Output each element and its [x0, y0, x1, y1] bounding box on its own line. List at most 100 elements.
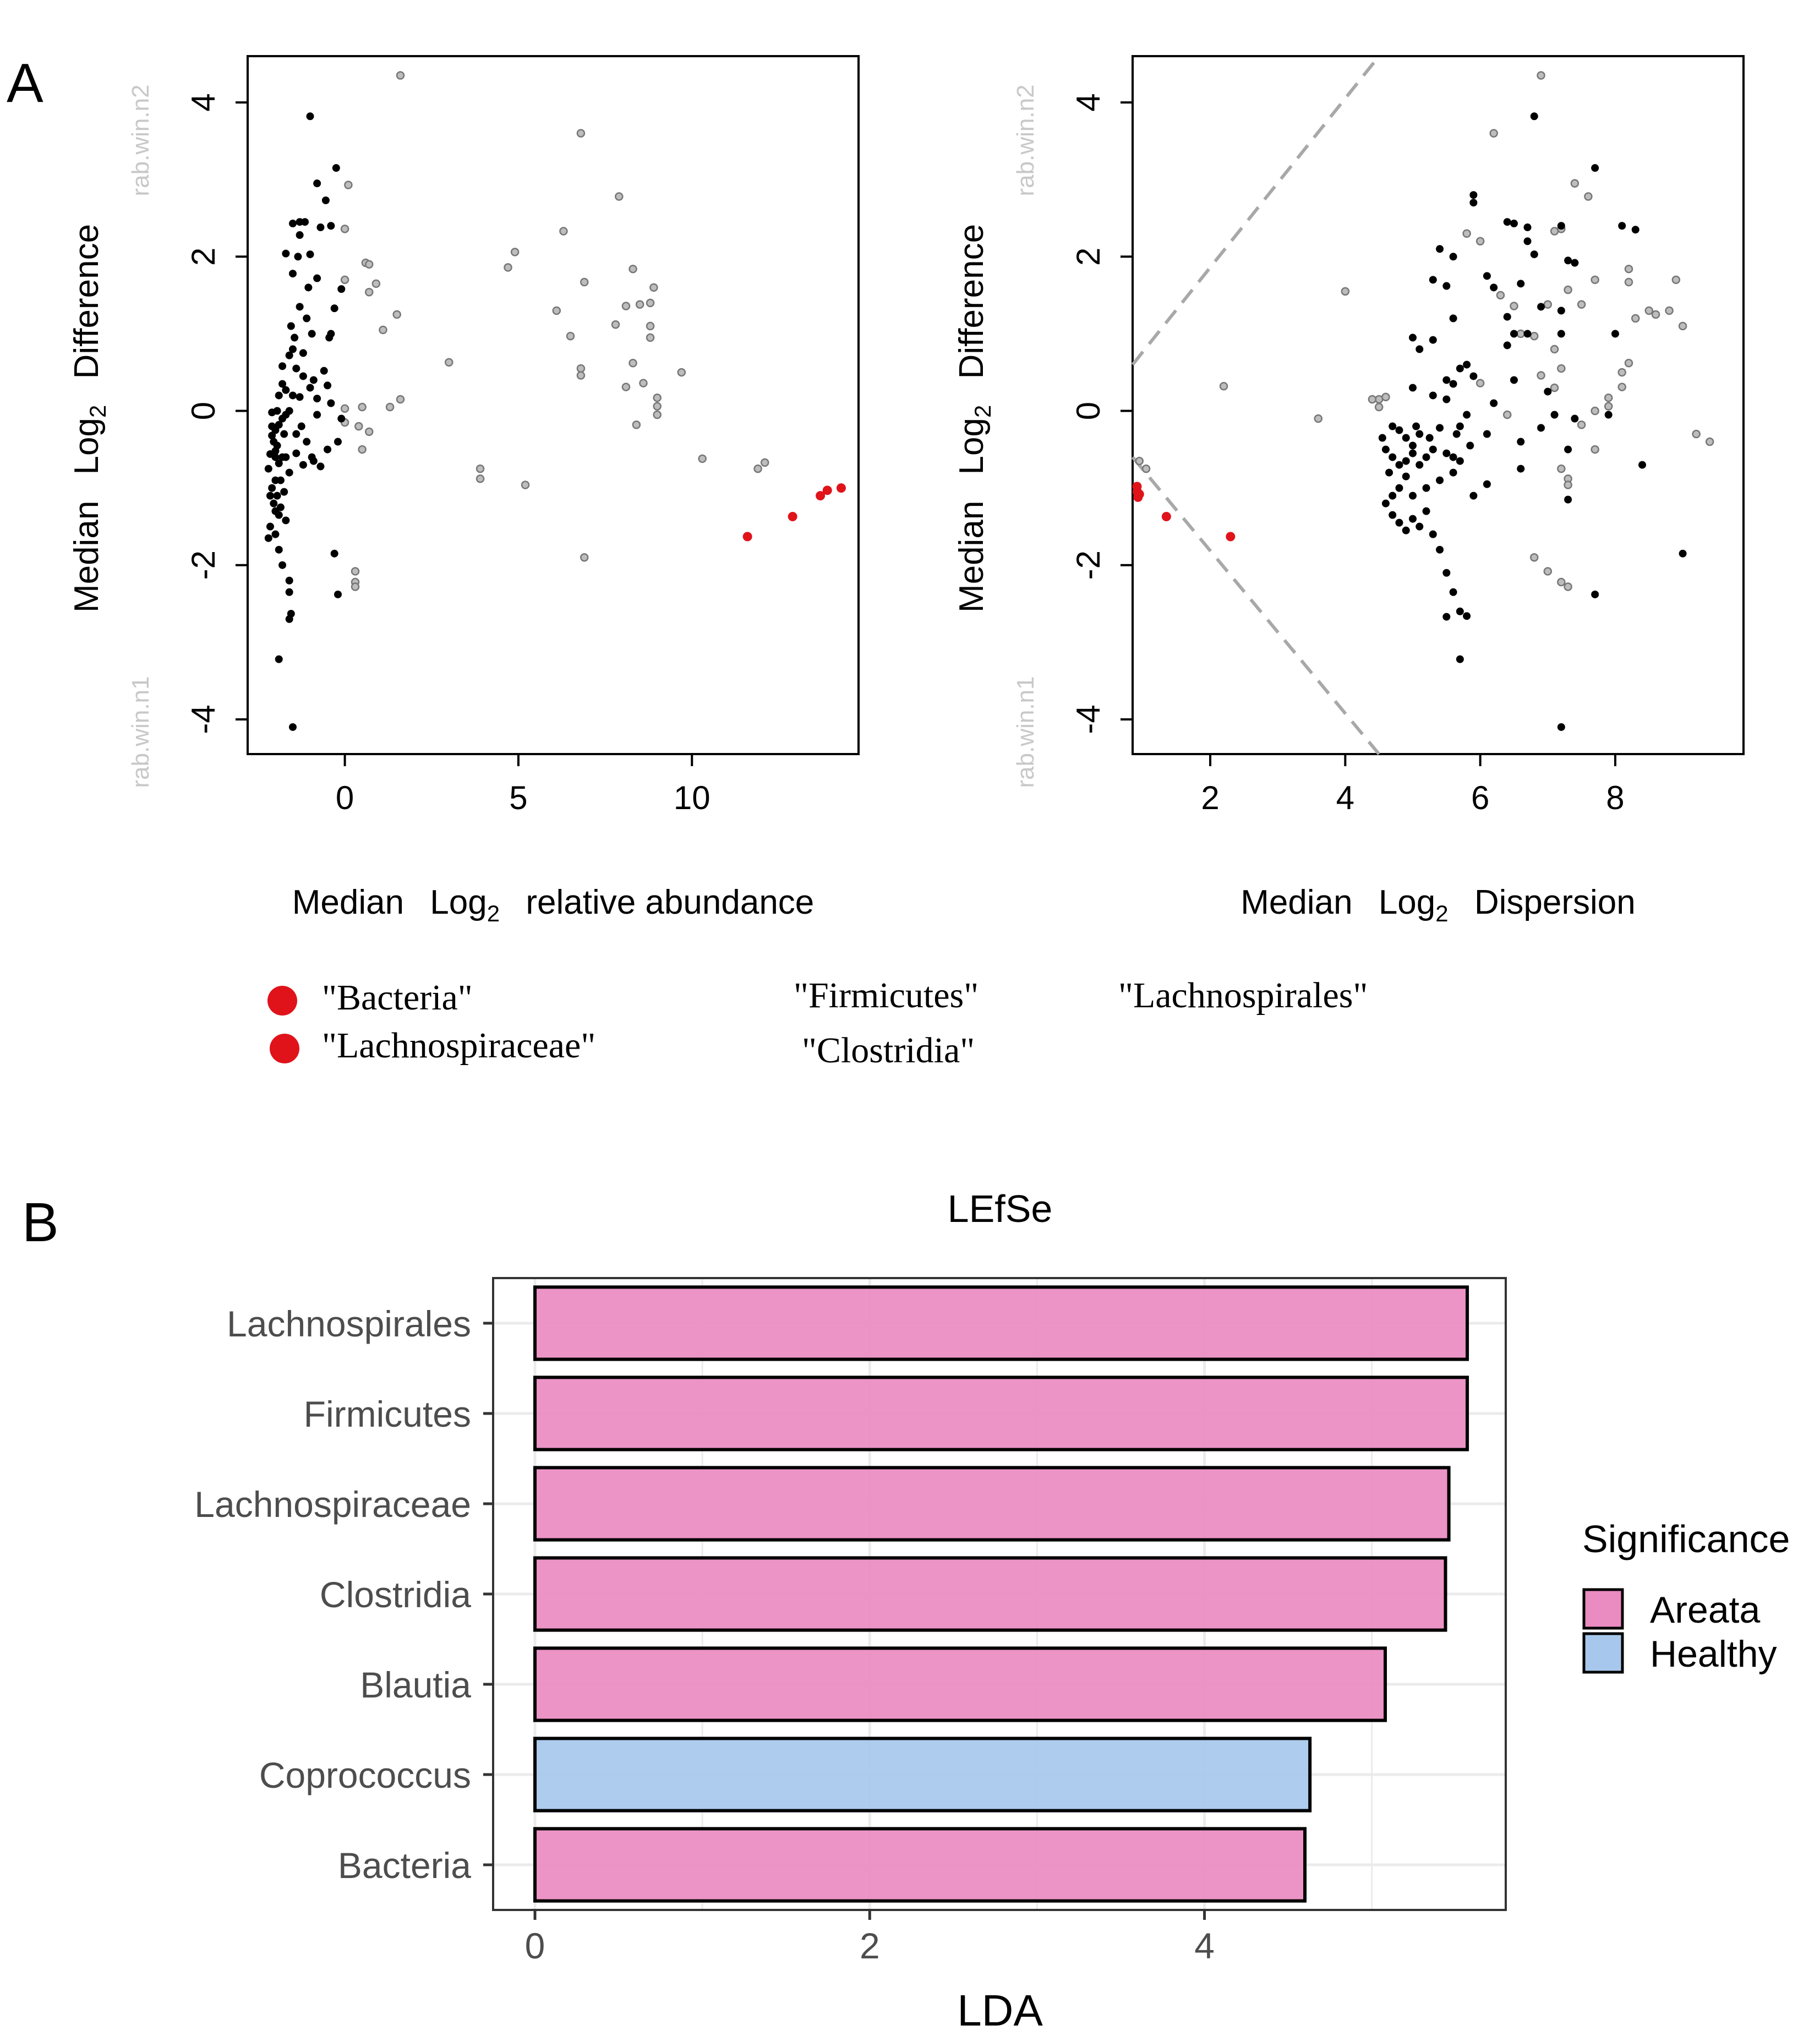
ef-abundant-point [1490, 399, 1498, 407]
ba-abundant-point [273, 492, 281, 500]
bland-altman-ylabel-post: Difference [68, 224, 106, 379]
ef-abundant-point [1510, 376, 1518, 384]
ef-abundant-point [1503, 313, 1511, 321]
ba-abundant-point [324, 381, 332, 390]
ef-rare-point [1557, 577, 1566, 587]
ef-effect-line [1131, 55, 1381, 366]
ba-abundant-point [273, 407, 281, 415]
ba-rare-point [559, 227, 568, 236]
ef-rare-point [1550, 383, 1559, 392]
ba-abundant-point [282, 516, 290, 525]
ba-rare-point [628, 264, 637, 274]
ef-rare-point [1314, 414, 1323, 423]
ef-rare-point [1537, 371, 1545, 380]
ef-abundant-point [1591, 590, 1599, 598]
ef-rare-point [1219, 381, 1228, 391]
ba-abundant-point [308, 330, 316, 338]
ef-rare-point [1564, 285, 1572, 294]
ef-abundant-point [1436, 245, 1444, 253]
lefse-axes: Lachnospirales Firmicutes Lachnospiraceae C… [194, 1303, 1215, 1966]
ba-rare-point [628, 358, 637, 368]
lefse-bar-lachnospiraceae [533, 1466, 1451, 1542]
ef-rare-point [1496, 291, 1505, 300]
ba-abundant-point [288, 270, 297, 278]
ba-abundant-point [282, 386, 290, 394]
ba-rare-point [340, 275, 349, 285]
ba-rare-point [646, 298, 655, 308]
ef-rare-point [1557, 464, 1566, 473]
ef-significant-point [1133, 492, 1143, 502]
ef-abundant-point [1409, 515, 1417, 523]
effect-plot: 2 4 6 8 -4 -2 0 2 4 rab.win.n2 rab.win.n1 Median… [953, 55, 1745, 926]
ef-abundant-point [1571, 414, 1579, 423]
ba-abundant-point [294, 253, 302, 261]
ef-rare-point [1570, 179, 1579, 188]
ef-abundant-point [1422, 507, 1430, 515]
ef-abundant-point [1442, 395, 1451, 403]
ef-abundant-point [1436, 424, 1444, 432]
ef-abundant-point [1550, 411, 1559, 419]
ba-abundant-point [297, 422, 305, 430]
panel-label-b: B [22, 1192, 59, 1253]
effect-plot-xlabel-log: Log [1379, 883, 1435, 921]
ba-abundant-point [304, 283, 313, 292]
ba-abundant-point [334, 590, 342, 598]
ef-abundant-point [1389, 492, 1397, 500]
effect-plot-group-top: rab.win.n2 [1012, 84, 1039, 196]
ba-abundant-point [268, 432, 276, 440]
ba-abundant-point [278, 380, 287, 388]
ef-abundant-point [1442, 569, 1451, 577]
ef-abundant-point [1381, 499, 1390, 507]
ba-abundant-point [280, 430, 288, 438]
ef-abundant-point [1523, 223, 1532, 232]
bland-altman-frame [247, 55, 860, 755]
ba-abundant-point [306, 384, 314, 392]
ba-abundant-point [275, 511, 283, 519]
effect-plot-significant-points [1132, 482, 1236, 542]
ba-rare-point [621, 302, 631, 310]
ef-abundant-point [1409, 441, 1417, 450]
ef-abundant-point [1389, 511, 1397, 519]
ef-effect-line [1131, 456, 1380, 755]
effect-plot-xlabel-sub: 2 [1435, 900, 1448, 926]
ba-significant-point [836, 483, 846, 493]
ba-rare-point [476, 474, 485, 483]
ba-rare-point [646, 321, 655, 331]
ef-abundant-point [1402, 457, 1410, 465]
effect-plot-abundant-points [1378, 112, 1687, 731]
lefse-category-label: Coprococcus [259, 1755, 471, 1795]
effect-plot-frame [1132, 55, 1745, 755]
lefse-bar-clostridia [533, 1556, 1447, 1632]
ef-abundant-point [1415, 345, 1424, 353]
ef-rare-point [1624, 358, 1633, 368]
ef-xtick-label: 2 [1201, 779, 1219, 816]
lefse-bars [533, 1285, 1469, 1903]
ef-abundant-point [1503, 218, 1511, 226]
ef-rare-point [1692, 429, 1701, 439]
ef-rare-point [1374, 402, 1384, 412]
ef-abundant-point [1483, 480, 1491, 488]
ef-abundant-point [1395, 518, 1403, 527]
ef-abundant-point [1483, 430, 1491, 438]
ef-abundant-point [1564, 445, 1572, 454]
ba-rare-point [580, 553, 589, 562]
ba-abundant-point [303, 314, 311, 323]
ba-rare-point [476, 464, 485, 473]
ef-abundant-point [1425, 434, 1434, 442]
bland-altman-rare-points [340, 71, 769, 591]
ba-abundant-point [299, 461, 307, 469]
ba-abundant-point [299, 349, 307, 357]
ba-rare-point [621, 383, 631, 391]
ef-abundant-point [1422, 453, 1430, 461]
ba-rare-point [646, 333, 655, 342]
ef-abundant-point [1412, 422, 1420, 430]
effect-plot-ylabel-log: Log [953, 418, 991, 474]
ef-rare-point [1502, 410, 1512, 419]
ba-abundant-point [285, 351, 293, 359]
ef-abundant-point [1395, 426, 1403, 434]
ba-abundant-point [330, 549, 338, 558]
ef-abundant-point [1409, 492, 1417, 500]
ef-abundant-point [1456, 457, 1464, 465]
ba-rare-point [364, 287, 374, 297]
ba-rare-point [344, 181, 353, 189]
